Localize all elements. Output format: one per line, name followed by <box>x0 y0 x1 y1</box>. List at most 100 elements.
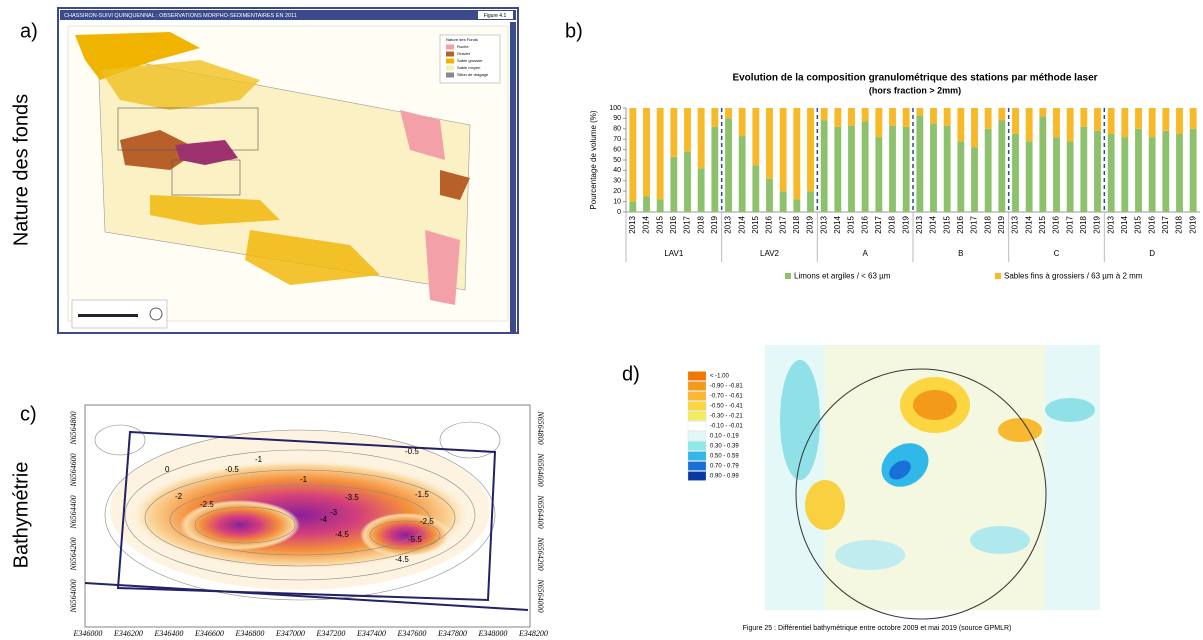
x-coord-label: E346400 <box>154 629 184 638</box>
y-tick-label: 10 <box>613 198 621 205</box>
y-coord-label: N6564200 <box>536 536 545 570</box>
x-tick-label: 2019 <box>997 215 1006 233</box>
x-tick-label: 2017 <box>970 215 979 233</box>
x-coord-label: E346000 <box>73 629 103 638</box>
x-coord-label: E347200 <box>316 629 346 638</box>
figure-number: Figure 4.1 <box>484 13 507 19</box>
legend-swatch <box>446 51 454 57</box>
x-tick-label: 2016 <box>860 215 869 233</box>
bar-segment <box>752 165 760 212</box>
x-tick-label: 2019 <box>710 215 719 233</box>
map-a: CHASSIRON-SUIVI QUINQUENNAL : OBSERVATIO… <box>57 7 519 334</box>
row-label: Bathymétrie <box>10 462 32 569</box>
y-tick-label: 60 <box>613 146 621 153</box>
contour-label: -1 <box>300 475 308 484</box>
contour-label: -0.5 <box>225 465 239 474</box>
legend-label: 0.30 - 0.39 <box>710 444 739 450</box>
bar-segment <box>834 108 842 127</box>
legend-swatch <box>687 401 707 411</box>
contour-label: -1.5 <box>415 490 429 499</box>
group-label: LAV2 <box>760 249 780 258</box>
bar-segment <box>875 108 883 138</box>
bar-segment <box>738 136 746 212</box>
bar-segment <box>711 126 719 212</box>
x-tick-label: 2015 <box>847 215 856 233</box>
bar-segment <box>656 199 664 212</box>
y-tick-label: 80 <box>613 126 621 133</box>
bar-segment <box>957 108 965 142</box>
legend-label: -0.70 - -0.61 <box>710 394 743 400</box>
legend-label: 0.50 - 0.59 <box>710 454 739 460</box>
bar-segment <box>902 108 910 127</box>
legend-swatch <box>687 411 707 421</box>
legend-swatch <box>687 381 707 391</box>
row-label: Nature des fonds <box>10 94 32 246</box>
bar-segment <box>1162 108 1170 131</box>
x-tick-label: 2018 <box>1175 215 1184 233</box>
bar-segment <box>1189 108 1197 129</box>
x-tick-label: 2019 <box>901 215 910 233</box>
group-label: LAV1 <box>664 249 684 258</box>
bar-segment <box>1080 108 1088 127</box>
bar-segment <box>984 128 992 212</box>
x-tick-label: 2013 <box>1106 215 1115 233</box>
x-tick-label: 2019 <box>1188 215 1197 233</box>
bar-segment <box>766 108 773 179</box>
x-coord-label: E347000 <box>275 629 305 638</box>
x-tick-label: 2016 <box>765 215 774 233</box>
x-tick-label: 2013 <box>628 215 637 233</box>
y-coord-label: N6564400 <box>69 495 78 529</box>
bar-segment <box>779 191 787 212</box>
contour-label: -0.5 <box>405 447 419 456</box>
y-tick-label: 70 <box>613 136 621 143</box>
bar-segment <box>861 121 869 212</box>
x-tick-label: 2017 <box>1065 215 1074 233</box>
x-tick-label: 2016 <box>669 215 678 233</box>
bar-segment <box>793 108 801 200</box>
bar-segment <box>848 108 855 126</box>
y-tick-label: 90 <box>613 115 621 122</box>
legend-label: Sables fins à grossiers / 63 µm à 2 mm <box>1004 272 1143 281</box>
legend-label: Limons et argiles / < 63 µm <box>794 272 891 281</box>
group-label: A <box>862 249 868 258</box>
x-tick-label: 2018 <box>696 215 705 233</box>
legend-swatch <box>687 471 707 481</box>
legend-swatch <box>995 273 1001 279</box>
x-tick-label: 2014 <box>833 215 842 233</box>
x-coord-label: E347800 <box>437 629 467 638</box>
contour-label: -3 <box>330 508 338 517</box>
bar-segment <box>711 108 719 127</box>
bar-segment <box>1025 108 1033 142</box>
bar-segment <box>916 108 924 116</box>
legend-label: Roche <box>457 44 469 49</box>
contour-label: -4.5 <box>395 555 409 564</box>
bar-segment <box>752 108 760 166</box>
bar-segment <box>643 196 650 212</box>
legend-label: < -1.00 <box>710 374 730 380</box>
bar-segment <box>684 108 691 152</box>
x-tick-label: 2014 <box>1120 215 1129 233</box>
x-tick-label: 2013 <box>1011 215 1020 233</box>
legend-label: -0.90 - -0.81 <box>710 384 743 390</box>
legend-swatch <box>687 451 707 461</box>
x-tick-label: 2014 <box>737 215 746 233</box>
contour-label: -2.5 <box>420 517 434 526</box>
x-tick-label: 2018 <box>983 215 992 233</box>
bar-segment <box>875 137 883 212</box>
y-coord-label: N6564800 <box>69 411 78 445</box>
bar-segment <box>916 115 924 212</box>
x-tick-label: 2014 <box>642 215 651 233</box>
bar-segment <box>697 108 705 169</box>
legend-swatch <box>687 391 707 401</box>
bar-segment <box>889 125 896 212</box>
x-tick-label: 2014 <box>929 215 938 233</box>
x-tick-label: 2013 <box>819 215 828 233</box>
bar-segment <box>1135 108 1142 129</box>
bar-segment <box>1066 108 1074 142</box>
bar-segment <box>766 178 773 212</box>
contour-label: -4 <box>320 515 328 524</box>
caption: Figure 25 : Différentiel bathymétrique e… <box>743 625 1012 632</box>
x-tick-label: 2015 <box>751 215 760 233</box>
legend-swatch <box>687 421 707 431</box>
